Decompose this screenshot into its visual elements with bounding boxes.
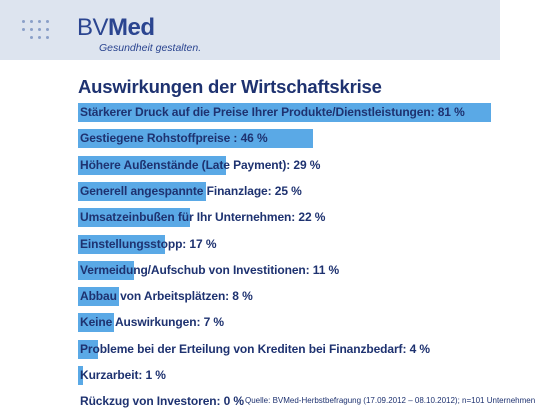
bar-label: Generell angespannte Finanzlage: 25 % [80, 183, 302, 198]
bar-label: Kurzarbeit: 1 % [80, 368, 166, 382]
bar-label: Höhere Außenstände (Late Payment): 29 % [80, 157, 321, 172]
brand-tagline: Gesundheit gestalten. [99, 42, 202, 54]
bar-label: Umsatzeinbußen für Ihr Unternehmen: 22 % [80, 210, 326, 225]
bar-label: Einstellungsstopp: 17 % [80, 236, 217, 251]
bar [78, 366, 84, 385]
bar-label: Abbau von Arbeitsplätzen: 8 % [80, 289, 253, 304]
header-banner: BVMed Gesundheit gestalten. [0, 0, 500, 60]
source-note: Quelle: BVMed-Herbstbefragung (17.09.201… [245, 396, 536, 405]
bar [78, 208, 191, 228]
bar [78, 339, 99, 359]
bar [78, 181, 206, 201]
bar [78, 155, 226, 175]
brand-name-bold: Med [108, 14, 155, 41]
bar [78, 260, 135, 280]
brand-name-light: BV [77, 14, 109, 41]
bar [78, 234, 165, 254]
bar [78, 313, 114, 333]
bar-label: Stärkerer Druck auf die Preise Ihrer Pro… [80, 105, 465, 119]
bar [78, 129, 313, 149]
bar [78, 103, 492, 122]
bar-label: Gestiegene Rohstoffpreise : 46 % [80, 131, 268, 146]
brand-logo: BVMed [77, 16, 155, 40]
bar-label: Probleme bei der Erteilung von Krediten … [80, 341, 430, 356]
chart-title: Auswirkungen der Wirtschaftskrise [78, 76, 382, 97]
bar-label: Keine Auswirkungen: 7 % [80, 315, 224, 330]
bar [78, 287, 119, 307]
bar-label: Vermeidung/Aufschub von Investitionen: 1… [80, 262, 340, 277]
bar-label: Rückzug von Investoren: 0 % [80, 394, 244, 409]
